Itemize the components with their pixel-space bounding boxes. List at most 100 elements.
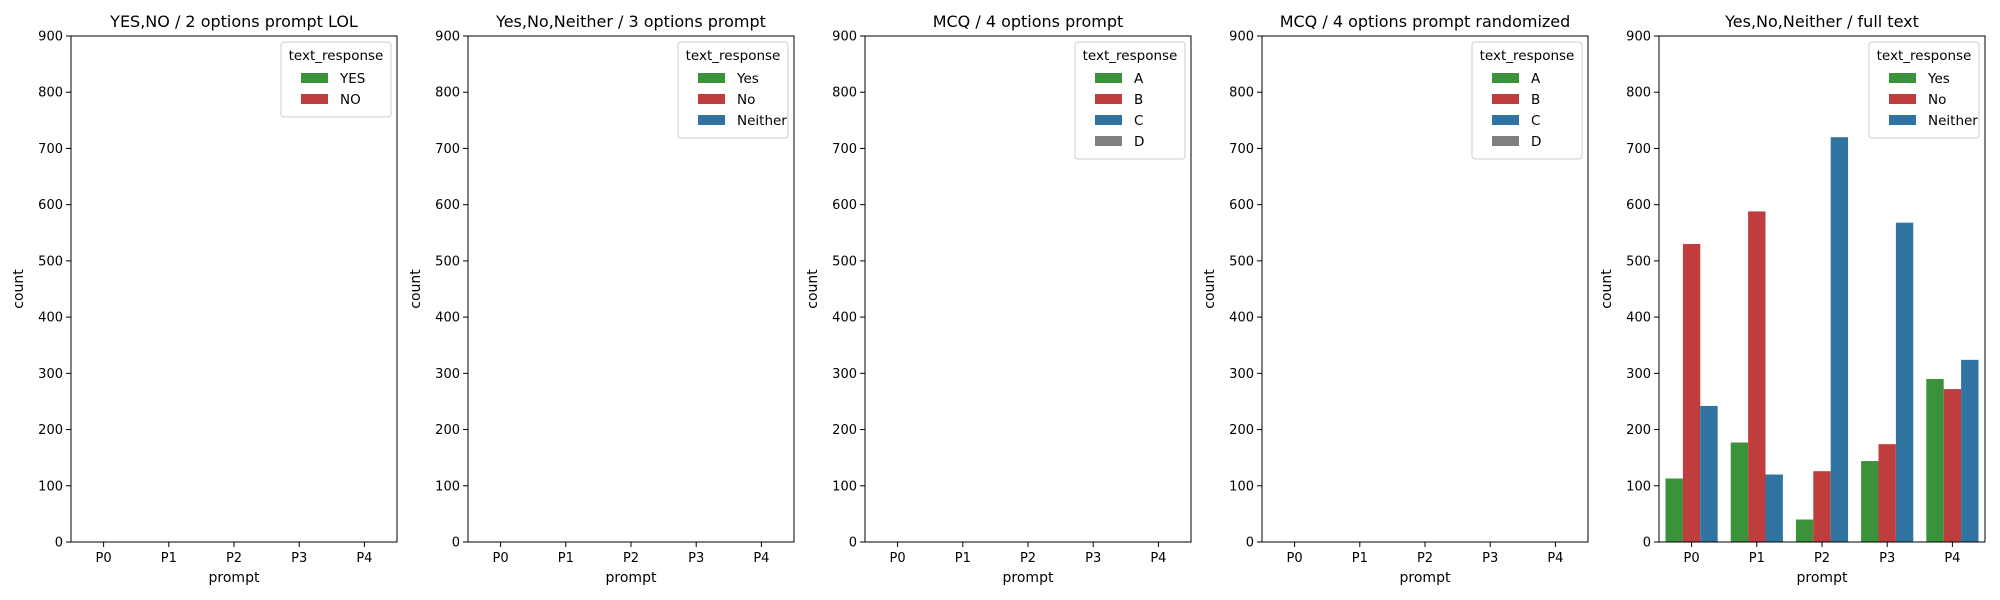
x-tick-label: P4 <box>356 551 372 566</box>
y-tick-label: 100 <box>38 479 63 494</box>
x-tick-label: P2 <box>1020 551 1036 566</box>
legend-swatch <box>1095 136 1122 146</box>
legend-swatch <box>301 94 328 104</box>
x-tick-label: P0 <box>1684 551 1700 566</box>
x-axis-label: prompt <box>1003 570 1054 586</box>
legend-entry-label: No <box>1928 92 1946 108</box>
y-tick-label: 700 <box>1229 142 1254 157</box>
bar-yes-p4 <box>1926 378 1944 542</box>
bar-no-p0 <box>1682 244 1701 542</box>
x-tick-label: P0 <box>1287 551 1303 566</box>
y-tick-label: 400 <box>1626 311 1651 326</box>
y-tick-label: 300 <box>38 367 63 382</box>
x-tick-label: P3 <box>688 551 704 566</box>
y-tick-label: 100 <box>435 479 460 494</box>
legend-box <box>1074 41 1186 160</box>
x-tick-label: P1 <box>161 551 177 566</box>
legend-entry-label: C <box>1531 113 1540 129</box>
bar-no-p4 <box>1943 389 1962 542</box>
legend-swatch <box>1095 94 1122 104</box>
bar-no-p2 <box>1813 471 1831 542</box>
y-tick-label: 100 <box>1626 479 1651 494</box>
x-tick-label: P2 <box>226 551 242 566</box>
bar-neither-p0 <box>1700 405 1718 542</box>
chart-panel-5: Yes,No,Neither / full text 0 100 200 300 400 5… <box>1599 12 1986 586</box>
y-tick-label: 600 <box>38 198 63 213</box>
y-tick-label: 400 <box>832 311 857 326</box>
x-tick-label: P1 <box>1749 551 1765 566</box>
legend-entry-label: No <box>737 92 755 108</box>
y-tick-label: 100 <box>1229 479 1254 494</box>
bar-neither-p4 <box>1961 359 1979 542</box>
legend: text_response Yes No Neither <box>1868 41 1980 139</box>
chart-title: MCQ / 4 options prompt <box>933 12 1124 31</box>
y-tick-label: 300 <box>832 367 857 382</box>
y-axis-label: count <box>805 269 821 309</box>
bar-yes-p3 <box>1861 461 1879 542</box>
legend-box <box>1868 41 1980 139</box>
x-tick-label: P0 <box>890 551 906 566</box>
y-tick-label: 900 <box>1229 30 1254 45</box>
y-tick-label: 200 <box>832 423 857 438</box>
y-tick-label: 400 <box>38 311 63 326</box>
y-tick-label: 100 <box>832 479 857 494</box>
y-tick-label: 600 <box>832 198 857 213</box>
x-axis-label: prompt <box>209 570 260 586</box>
y-axis-label: count <box>1599 269 1615 309</box>
legend-swatch <box>1889 73 1916 83</box>
legend: text_response YES NO <box>280 41 392 118</box>
y-tick-label: 900 <box>1626 30 1651 45</box>
x-tick-label: P1 <box>955 551 971 566</box>
legend-entry-label: D <box>1134 134 1144 150</box>
legend-swatch <box>698 94 725 104</box>
x-tick-label: P2 <box>623 551 639 566</box>
legend-title: text_response <box>289 48 384 64</box>
legend-box <box>677 41 789 139</box>
chart-panel-2: Yes,No,Neither / 3 options prompt 0 100 200… <box>408 12 795 586</box>
legend-entry-label: D <box>1531 134 1541 150</box>
y-tick-label: 500 <box>1229 254 1254 269</box>
y-tick-label: 200 <box>38 423 63 438</box>
x-tick-label: P4 <box>1150 551 1166 566</box>
y-tick-label: 400 <box>1229 311 1254 326</box>
legend: text_response Yes No Neither <box>677 41 789 139</box>
chart-title: MCQ / 4 options prompt randomized <box>1280 12 1571 31</box>
legend-swatch <box>1095 115 1122 125</box>
legend-swatch <box>1492 73 1519 83</box>
legend-title: text_response <box>1877 48 1972 64</box>
legend-swatch <box>1889 115 1916 125</box>
y-tick-label: 900 <box>832 30 857 45</box>
legend-entry-label: Yes <box>1927 71 1950 87</box>
y-tick-label: 500 <box>1626 254 1651 269</box>
legend-title: text_response <box>1083 48 1178 64</box>
x-axis-label: prompt <box>606 570 657 586</box>
chart-panel-4: MCQ / 4 options prompt randomized 0 100 200… <box>1202 12 1589 586</box>
y-tick-label: 700 <box>435 142 460 157</box>
y-tick-label: 0 <box>55 536 63 551</box>
x-axis-label: prompt <box>1400 570 1451 586</box>
legend-entry-label: Yes <box>736 71 759 87</box>
legend-box <box>1471 41 1583 160</box>
legend-title: text_response <box>686 48 781 64</box>
legend-entry-label: YES <box>339 71 365 87</box>
x-axis-label: prompt <box>1797 570 1848 586</box>
y-tick-label: 800 <box>38 86 63 101</box>
legend-entry-label: C <box>1134 113 1143 129</box>
legend-swatch <box>1889 94 1916 104</box>
legend-entry-label: A <box>1134 71 1144 87</box>
y-tick-label: 200 <box>435 423 460 438</box>
chart-panel-1: YES,NO / 2 options prompt LOL 0 100 200 300 4… <box>11 12 398 586</box>
y-tick-label: 700 <box>1626 142 1651 157</box>
x-tick-label: P0 <box>493 551 509 566</box>
y-tick-label: 0 <box>452 536 460 551</box>
y-axis-label: count <box>11 269 27 309</box>
y-tick-label: 500 <box>832 254 857 269</box>
y-tick-label: 500 <box>435 254 460 269</box>
legend-swatch <box>1492 94 1519 104</box>
y-tick-label: 800 <box>832 86 857 101</box>
bar-neither-p2 <box>1830 137 1849 542</box>
x-tick-label: P2 <box>1417 551 1433 566</box>
bar-no-p3 <box>1878 444 1896 542</box>
